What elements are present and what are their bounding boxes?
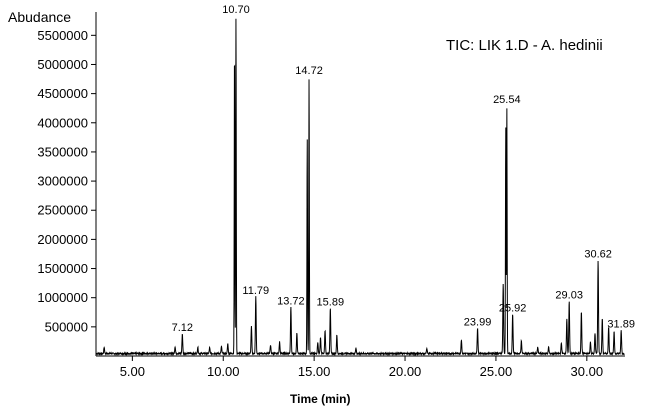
y-tick-label: 3500000 bbox=[37, 144, 88, 159]
peak-label: 7.12 bbox=[172, 322, 193, 334]
y-tick-label: 3000000 bbox=[37, 174, 88, 189]
y-tick-label: 1500000 bbox=[37, 261, 88, 276]
y-axis-label: Abudance bbox=[8, 9, 72, 25]
peak-label: 11.79 bbox=[242, 285, 269, 297]
y-tick-label: 4000000 bbox=[37, 115, 88, 130]
peak-label: 30.62 bbox=[584, 249, 612, 261]
x-tick-label: 15.00 bbox=[298, 364, 331, 379]
peak-label: 15.89 bbox=[317, 297, 345, 309]
chart-axes bbox=[95, 12, 625, 357]
peak-label: 14.72 bbox=[295, 65, 323, 77]
y-axis-ticks: 500000 1000000 1500000 2000000 2500000 300000… bbox=[37, 28, 96, 334]
peak-label: 23.99 bbox=[464, 316, 492, 328]
x-tick-label: 5.00 bbox=[120, 364, 145, 379]
y-tick-label: 5000000 bbox=[37, 57, 88, 72]
y-tick-label: 4500000 bbox=[37, 86, 88, 101]
x-tick-label: 30.00 bbox=[571, 364, 604, 379]
x-tick-label: 20.00 bbox=[389, 364, 422, 379]
y-tick-label: 500000 bbox=[45, 319, 88, 334]
peak-label: 13.72 bbox=[277, 295, 305, 307]
y-tick-label: 1000000 bbox=[37, 290, 88, 305]
x-axis-label: Time (min) bbox=[290, 392, 351, 406]
x-tick-label: 25.00 bbox=[480, 364, 513, 379]
x-axis-ticks: 5.00 10.00 15.00 20.00 25.00 30.00 bbox=[120, 356, 603, 379]
y-tick-label: 5500000 bbox=[37, 28, 88, 43]
peak-label: 29.03 bbox=[555, 290, 583, 302]
peak-labels: 7.12 10.70 11.79 13.72 14.72 15.89 23.99 25.54 2… bbox=[172, 4, 635, 334]
y-tick-label: 2500000 bbox=[37, 203, 88, 218]
y-tick-label: 2000000 bbox=[37, 232, 88, 247]
peak-label: 25.54 bbox=[493, 94, 521, 106]
x-tick-label: 10.00 bbox=[207, 364, 240, 379]
peak-label: 25.92 bbox=[499, 302, 527, 314]
peak-label: 10.70 bbox=[222, 4, 250, 16]
chart-title: TIC: LIK 1.D - A. hedinii bbox=[446, 37, 603, 54]
tic-trace bbox=[96, 18, 625, 357]
peak-label: 31.89 bbox=[607, 319, 635, 331]
